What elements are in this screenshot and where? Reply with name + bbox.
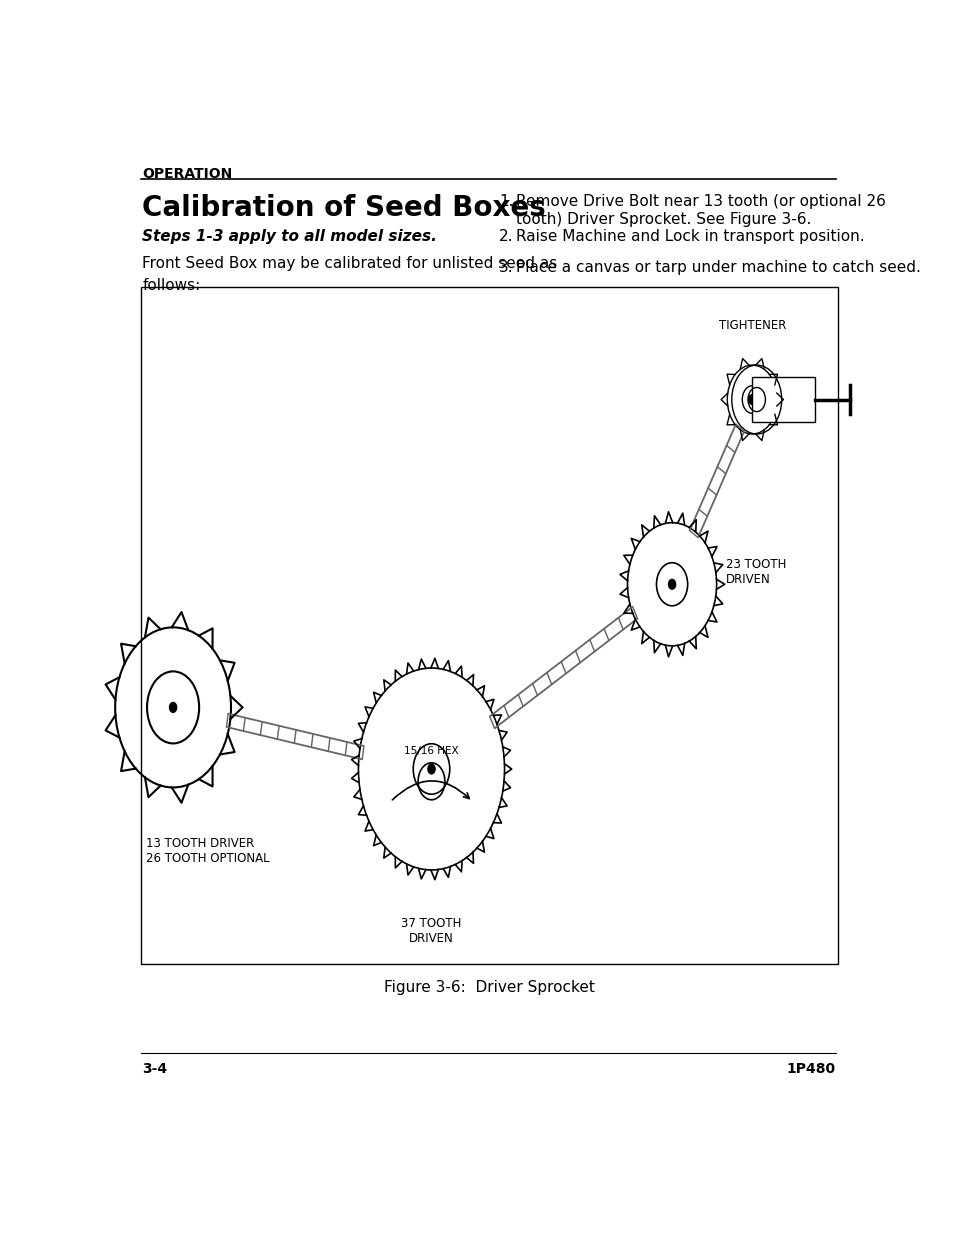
Text: 37 TOOTH
DRIVEN: 37 TOOTH DRIVEN [401, 916, 461, 945]
Circle shape [668, 579, 675, 589]
Text: Place a canvas or tarp under machine to catch seed.: Place a canvas or tarp under machine to … [516, 259, 920, 275]
FancyBboxPatch shape [752, 378, 814, 421]
Text: OPERATION: OPERATION [142, 168, 233, 182]
Circle shape [428, 764, 435, 774]
Text: 15/16 HEX: 15/16 HEX [404, 746, 458, 756]
Text: Front Seed Box may be calibrated for unlisted seed as
follows:: Front Seed Box may be calibrated for unl… [142, 256, 558, 293]
Text: 3-4: 3-4 [142, 1062, 168, 1076]
Text: Raise Machine and Lock in transport position.: Raise Machine and Lock in transport posi… [516, 228, 863, 245]
Text: Figure 3-6:  Driver Sprocket: Figure 3-6: Driver Sprocket [384, 979, 595, 995]
Circle shape [748, 395, 755, 405]
Text: TIGHTENER: TIGHTENER [718, 319, 785, 332]
Text: 1P480: 1P480 [785, 1062, 835, 1076]
Text: 3.: 3. [498, 259, 513, 275]
Bar [141, 287, 838, 965]
Text: 2.: 2. [498, 228, 513, 245]
Text: Remove Drive Bolt near 13 tooth (or optional 26
tooth) Driver Sprocket. See Figu: Remove Drive Bolt near 13 tooth (or opti… [516, 194, 885, 227]
Circle shape [170, 703, 176, 713]
Text: 1.: 1. [498, 194, 513, 210]
Text: 13 TOOTH DRIVER
26 TOOTH OPTIONAL: 13 TOOTH DRIVER 26 TOOTH OPTIONAL [146, 837, 270, 864]
Text: 23 TOOTH
DRIVEN: 23 TOOTH DRIVEN [725, 558, 785, 585]
Text: Steps 1-3 apply to all model sizes.: Steps 1-3 apply to all model sizes. [142, 228, 436, 245]
Text: Calibration of Seed Boxes: Calibration of Seed Boxes [142, 194, 546, 222]
